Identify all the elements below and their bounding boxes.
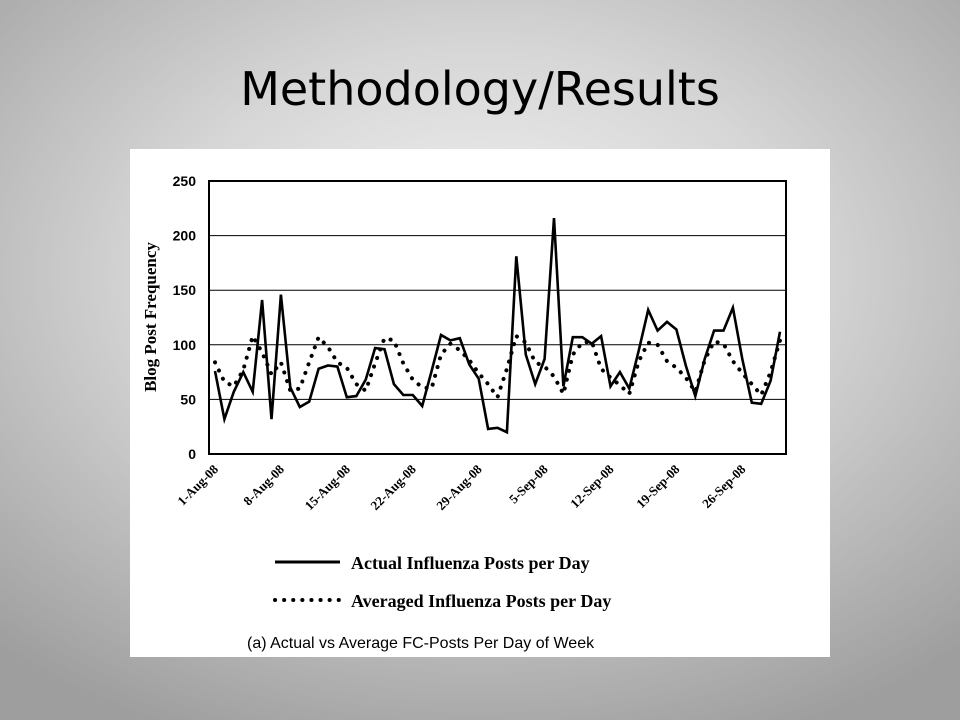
- series-lines: [213, 218, 782, 435]
- x-tick-label: 15-Aug-08: [301, 461, 353, 513]
- x-tick-label: 8-Aug-08: [240, 461, 287, 508]
- y-tick-label: 250: [173, 173, 197, 189]
- legend-label-actual: Actual Influenza Posts per Day: [351, 553, 590, 573]
- y-tick-label: 150: [173, 282, 197, 298]
- line-chart: 0 50 100 150 200 250 1-Aug-08 8-Aug-08 15-Aug-0…: [141, 173, 787, 652]
- y-tick-label: 0: [188, 446, 196, 462]
- y-tick-label: 100: [173, 337, 197, 353]
- series-line-actual: [213, 218, 782, 435]
- y-tick-labels: 0 50 100 150 200 250: [173, 173, 197, 462]
- x-tick-label: 12-Sep-08: [567, 461, 617, 511]
- x-tick-label: 5-Sep-08: [506, 461, 551, 506]
- x-tick-label: 22-Aug-08: [367, 461, 419, 513]
- y-axis-label: Blog Post Frequency: [141, 242, 160, 392]
- chart-figure: 0 50 100 150 200 250 1-Aug-08 8-Aug-08 15-Aug-0…: [130, 149, 830, 657]
- chart-caption: (a) Actual vs Average FC-Posts Per Day o…: [247, 635, 595, 652]
- x-tick-label: 1-Aug-08: [174, 461, 221, 508]
- x-tick-labels: 1-Aug-08 8-Aug-08 15-Aug-08 22-Aug-08 29-Aug…: [174, 461, 749, 513]
- x-tick-label: 26-Sep-08: [699, 461, 749, 511]
- y-tick-label: 50: [180, 391, 196, 407]
- slide-title: Methodology/Results: [240, 62, 720, 116]
- x-tick-label: 29-Aug-08: [433, 461, 485, 513]
- x-tick-label: 19-Sep-08: [633, 461, 683, 511]
- y-tick-label: 200: [173, 228, 197, 244]
- gridlines: [209, 235, 786, 400]
- legend-label-averaged: Averaged Influenza Posts per Day: [351, 591, 611, 611]
- series-line-averaged: [213, 334, 782, 400]
- plot-frame: [208, 180, 787, 455]
